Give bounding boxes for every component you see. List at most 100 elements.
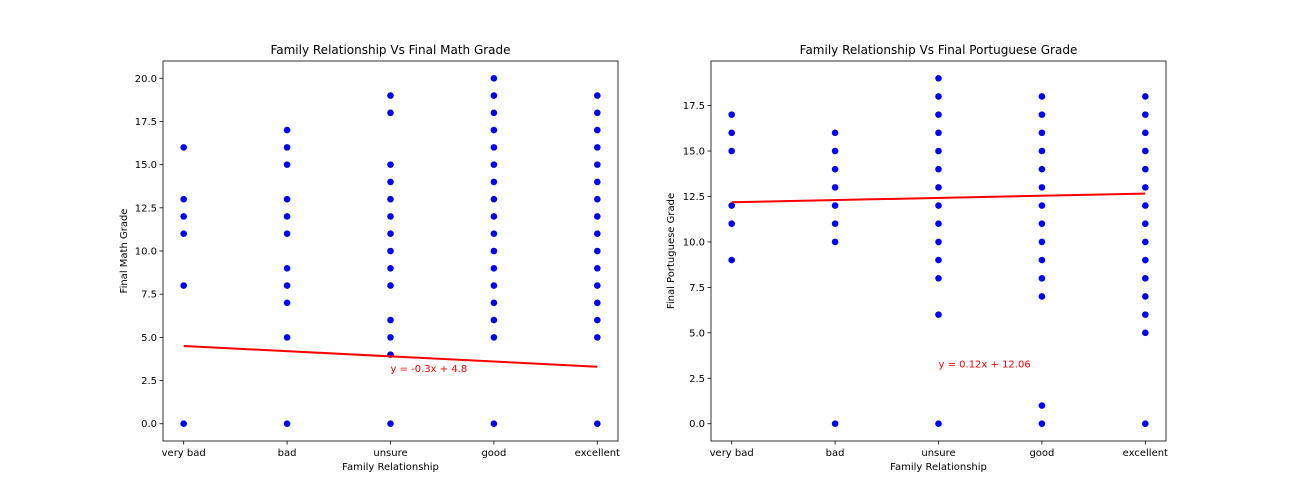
data-point	[935, 93, 942, 100]
data-point	[490, 195, 498, 203]
data-point	[180, 230, 187, 238]
data-point	[935, 220, 942, 228]
y-tick-label: 7.5	[689, 283, 705, 294]
data-point	[1038, 129, 1046, 137]
y-tick-label: 7.5	[141, 290, 157, 301]
trend-equation-label: y = -0.3x + 4.8	[391, 364, 468, 375]
data-point	[387, 230, 394, 238]
data-point	[490, 144, 498, 151]
data-point	[1142, 274, 1149, 282]
data-point	[283, 213, 291, 220]
data-point	[180, 195, 187, 203]
data-point	[283, 282, 291, 289]
data-point	[935, 256, 942, 264]
data-point	[1038, 184, 1046, 191]
data-point	[180, 420, 187, 428]
data-point	[1038, 111, 1046, 118]
trend-line	[183, 345, 598, 368]
data-point	[1142, 129, 1149, 137]
data-point	[283, 126, 291, 134]
data-point	[1038, 420, 1046, 428]
data-point	[490, 264, 498, 272]
y-tick-label: 10.0	[135, 247, 157, 258]
data-point	[283, 299, 291, 307]
y-tick-label: 15.0	[135, 160, 157, 171]
data-point	[594, 299, 601, 307]
data-point	[935, 184, 942, 191]
math-grade-chart: Family Relationship Vs Final Math Grade …	[119, 43, 620, 473]
data-point	[831, 129, 839, 137]
data-point	[1142, 147, 1149, 155]
data-point	[594, 264, 601, 272]
data-point	[180, 213, 187, 220]
data-point	[728, 202, 735, 209]
data-point	[594, 178, 601, 186]
data-point	[1142, 165, 1149, 173]
data-point	[594, 247, 601, 255]
data-point	[387, 282, 394, 289]
data-point	[831, 165, 839, 173]
data-point	[387, 420, 394, 428]
data-point	[490, 161, 498, 168]
y-tick-label: 12.5	[683, 192, 705, 203]
y-tick-label: 5.0	[141, 333, 157, 344]
data-point	[490, 299, 498, 307]
data-point	[1038, 165, 1046, 173]
chart-title: Family Relationship Vs Final Portuguese …	[800, 43, 1078, 57]
x-tick-label: unsure	[921, 448, 955, 459]
data-point	[935, 202, 942, 209]
data-point	[490, 282, 498, 289]
y-tick-label: 20.0	[135, 74, 157, 85]
y-axis-label: Final Portuguese Grade	[666, 193, 677, 309]
data-point	[1142, 256, 1149, 264]
data-point	[831, 202, 839, 209]
data-point	[387, 161, 394, 168]
x-tick-label: excellent	[1123, 448, 1168, 459]
data-point	[490, 230, 498, 238]
data-point	[728, 111, 735, 118]
portuguese-grade-chart: Family Relationship Vs Final Portuguese …	[666, 43, 1168, 473]
data-point	[1142, 238, 1149, 246]
trend-line	[731, 192, 1146, 204]
data-point	[387, 316, 394, 324]
data-point	[1142, 184, 1149, 191]
data-point	[387, 178, 394, 186]
data-point	[831, 147, 839, 155]
data-point	[1142, 220, 1149, 228]
y-tick-label: 2.5	[689, 374, 705, 385]
data-point	[935, 129, 942, 137]
data-point	[594, 282, 601, 289]
data-point	[831, 220, 839, 228]
data-point	[594, 195, 601, 203]
data-point	[180, 282, 187, 289]
data-point	[387, 264, 394, 272]
data-point	[490, 420, 498, 428]
trend-equation-label: y = 0.12x + 12.06	[939, 359, 1031, 370]
data-point	[1038, 274, 1046, 282]
data-point	[490, 178, 498, 186]
y-tick-label: 10.0	[683, 237, 705, 248]
data-point	[728, 147, 735, 155]
data-point	[831, 238, 839, 246]
data-point	[283, 195, 291, 203]
y-axis-label: Final Math Grade	[119, 209, 130, 294]
data-point	[1142, 311, 1149, 318]
y-tick-label: 17.5	[683, 101, 705, 112]
data-point	[594, 334, 601, 341]
x-tick-label: bad	[278, 448, 297, 459]
data-point	[490, 316, 498, 324]
data-point	[1142, 293, 1149, 300]
data-point	[935, 420, 942, 428]
y-tick-label: 15.0	[683, 147, 705, 158]
data-point	[831, 184, 839, 191]
data-point	[728, 129, 735, 137]
data-point	[594, 126, 601, 134]
y-tick-label: 0.0	[689, 419, 705, 430]
data-point	[387, 334, 394, 341]
x-axis-label: Family Relationship	[342, 462, 439, 473]
data-point	[728, 220, 735, 228]
data-point	[935, 165, 942, 173]
data-point	[1038, 93, 1046, 100]
data-point	[387, 195, 394, 203]
x-tick-label: unsure	[373, 448, 407, 459]
